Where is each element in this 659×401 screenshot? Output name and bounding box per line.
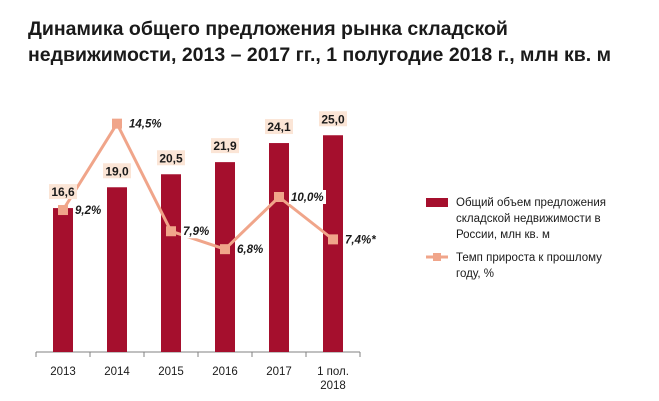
bar — [269, 143, 289, 352]
legend-item-line: Темп прироста к прошлому году, % — [426, 250, 626, 282]
line-value-label: 7,9% — [183, 226, 209, 238]
legend-item-bar: Общий объем предложения складской недвиж… — [426, 195, 626, 243]
legend-bar-text-1: Общий объем предложения — [456, 197, 606, 209]
bar-value-label: 19,0 — [105, 164, 129, 178]
chart-title-line-2: недвижимости, 2013 – 2017 гг., 1 полугод… — [28, 44, 612, 66]
legend-bar-swatch — [426, 198, 448, 207]
line-value-label: 10,0% — [291, 192, 324, 204]
legend-line-text-2: году, % — [456, 268, 495, 280]
legend-line-text-1: Темп прироста к прошлому — [456, 252, 602, 264]
line-value-label: 9,2% — [75, 205, 101, 217]
x-tick-label: 1 пол. — [317, 366, 349, 378]
bar-label-box — [49, 184, 77, 200]
legend-line-swatch — [426, 253, 448, 261]
legend-bar-text-3: России, млн кв. м — [456, 229, 550, 241]
line-label-box — [343, 232, 380, 247]
bar — [215, 162, 235, 352]
line-marker — [166, 226, 176, 237]
bar — [161, 174, 181, 352]
x-tick-label: 2018 — [320, 380, 346, 392]
bar — [107, 187, 127, 352]
bar-value-label: 21,9 — [213, 139, 237, 153]
bar-label-box — [157, 150, 185, 166]
bar-value-label: 16,6 — [51, 185, 75, 199]
line-label-box — [181, 224, 212, 239]
line-value-label: 14,5% — [129, 119, 162, 131]
x-tick-label: 2013 — [50, 366, 76, 378]
line-label-box — [73, 203, 104, 218]
bar — [53, 208, 73, 352]
bar-value-label: 20,5 — [159, 151, 183, 165]
line-marker — [328, 234, 338, 245]
line-label-box — [289, 190, 326, 204]
bar-value-label: 25,0 — [321, 112, 345, 126]
bar-value-label: 24,1 — [267, 120, 291, 134]
x-tick-label: 2014 — [104, 366, 130, 378]
x-tick-label: 2015 — [158, 366, 184, 378]
line-marker — [58, 205, 68, 216]
legend-bar-text-2: складской недвижимости в — [456, 213, 601, 225]
growth-line — [61, 122, 334, 251]
chart-title: Динамика общего предложения рынка складс… — [28, 16, 648, 68]
bar-label-box — [319, 111, 347, 127]
line-marker — [112, 118, 122, 129]
line-value-label: 7,4%* — [345, 234, 376, 246]
line-marker — [274, 192, 284, 202]
bar-label-box — [265, 119, 293, 135]
line-marker — [220, 244, 230, 255]
line-value-label: 6,8% — [237, 244, 263, 256]
bar-label-box — [211, 138, 239, 154]
bar-label-box — [103, 163, 131, 179]
x-tick-label: 2017 — [266, 366, 292, 378]
line-label-box — [235, 242, 266, 257]
chart-title-line-1: Динамика общего предложения рынка складс… — [28, 18, 508, 40]
x-tick-label: 2016 — [212, 366, 238, 378]
line-label-box — [127, 116, 164, 131]
